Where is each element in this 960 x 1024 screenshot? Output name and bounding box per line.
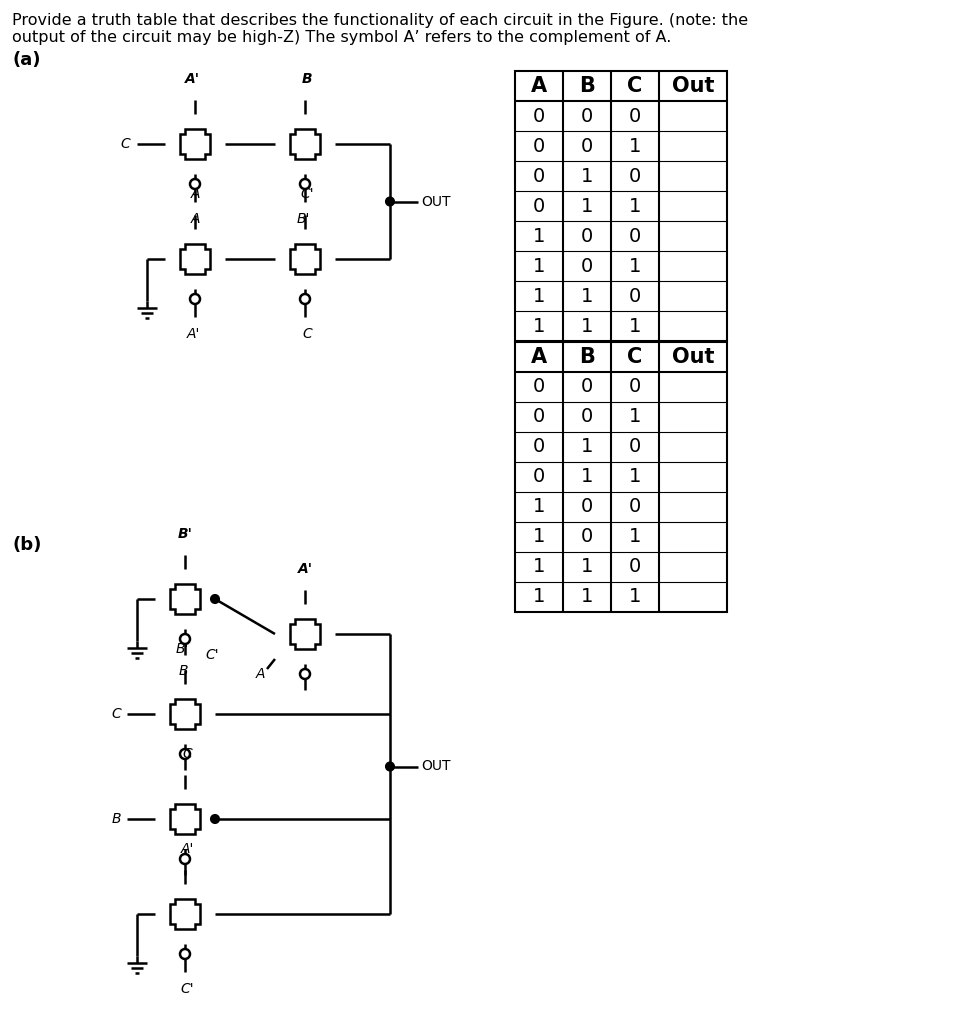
Text: 1: 1 [581,316,593,336]
Polygon shape [290,244,320,274]
Text: 0: 0 [581,498,593,516]
Polygon shape [290,618,320,649]
Polygon shape [170,584,200,614]
Text: A: A [531,76,547,96]
Polygon shape [180,129,210,159]
Circle shape [211,595,219,603]
Text: 1: 1 [533,588,545,606]
Text: 1: 1 [629,527,641,547]
Text: 0: 0 [581,106,593,126]
Text: B: B [111,812,121,826]
Text: 1: 1 [629,256,641,275]
Text: 1: 1 [581,437,593,457]
Text: C: C [628,347,642,367]
Text: 1: 1 [629,468,641,486]
Text: C': C' [205,648,219,662]
Text: 0: 0 [629,106,641,126]
Text: Provide a truth table that describes the functionality of each circuit in the Fi: Provide a truth table that describes the… [12,13,748,28]
Text: 1: 1 [581,287,593,305]
Text: 0: 0 [533,468,545,486]
Text: C: C [302,327,312,341]
Bar [515,342,727,612]
Text: 0: 0 [581,136,593,156]
Text: 1: 1 [629,316,641,336]
Text: OUT: OUT [421,760,450,773]
Text: A': A' [298,562,313,575]
Text: A': A' [186,327,200,341]
Text: 1: 1 [581,557,593,577]
Text: 0: 0 [629,557,641,577]
Text: 1: 1 [533,226,545,246]
Text: B: B [579,347,595,367]
Text: 0: 0 [533,136,545,156]
Text: 1: 1 [581,588,593,606]
Polygon shape [290,129,320,159]
Text: 1: 1 [629,408,641,427]
Text: (b): (b) [12,536,41,554]
Text: 0: 0 [581,527,593,547]
Text: 0: 0 [629,437,641,457]
Text: (a): (a) [12,51,40,69]
Text: 0: 0 [629,378,641,396]
Polygon shape [170,899,200,929]
Text: 0: 0 [629,498,641,516]
Text: 0: 0 [533,437,545,457]
Text: 0: 0 [581,378,593,396]
Circle shape [386,763,394,770]
Text: A: A [190,212,200,226]
Text: Out: Out [672,76,714,96]
Polygon shape [170,804,200,834]
Text: 1: 1 [629,588,641,606]
Text: 0: 0 [533,197,545,215]
Text: B': B' [178,527,192,541]
Text: 0: 0 [629,226,641,246]
Text: C: C [182,746,192,761]
Text: 1: 1 [629,197,641,215]
Text: Out: Out [672,347,714,367]
Text: C': C' [300,187,314,201]
Text: B': B' [176,642,189,656]
Polygon shape [170,699,200,729]
Text: A': A' [180,842,194,856]
Text: 1: 1 [533,287,545,305]
Text: 0: 0 [533,167,545,185]
Text: B': B' [297,212,310,226]
Text: B: B [179,664,188,678]
Text: A': A' [184,72,200,86]
Text: C: C [628,76,642,96]
Text: 0: 0 [629,167,641,185]
Circle shape [386,198,394,206]
Polygon shape [180,244,210,274]
Text: 1: 1 [581,197,593,215]
Text: C: C [120,137,130,151]
Text: C': C' [180,982,194,996]
Text: 1: 1 [581,167,593,185]
Text: 1: 1 [581,468,593,486]
Text: C: C [111,707,121,721]
Text: B: B [579,76,595,96]
Text: 0: 0 [581,256,593,275]
Text: OUT: OUT [421,195,450,209]
Text: 0: 0 [533,378,545,396]
Bar [515,71,727,341]
Text: 0: 0 [629,287,641,305]
Text: A: A [255,667,265,681]
Text: B: B [301,72,312,86]
Text: 1: 1 [533,498,545,516]
Text: 1: 1 [533,256,545,275]
Text: 1: 1 [533,527,545,547]
Text: 1: 1 [533,316,545,336]
Text: 0: 0 [581,226,593,246]
Text: A: A [190,187,200,201]
Circle shape [211,815,219,823]
Text: 0: 0 [581,408,593,427]
Text: 1: 1 [533,557,545,577]
Text: 1: 1 [629,136,641,156]
Text: A: A [531,347,547,367]
Text: 0: 0 [533,106,545,126]
Text: 0: 0 [533,408,545,427]
Text: output of the circuit may be high-Z) The symbol A’ refers to the complement of A: output of the circuit may be high-Z) The… [12,30,671,45]
